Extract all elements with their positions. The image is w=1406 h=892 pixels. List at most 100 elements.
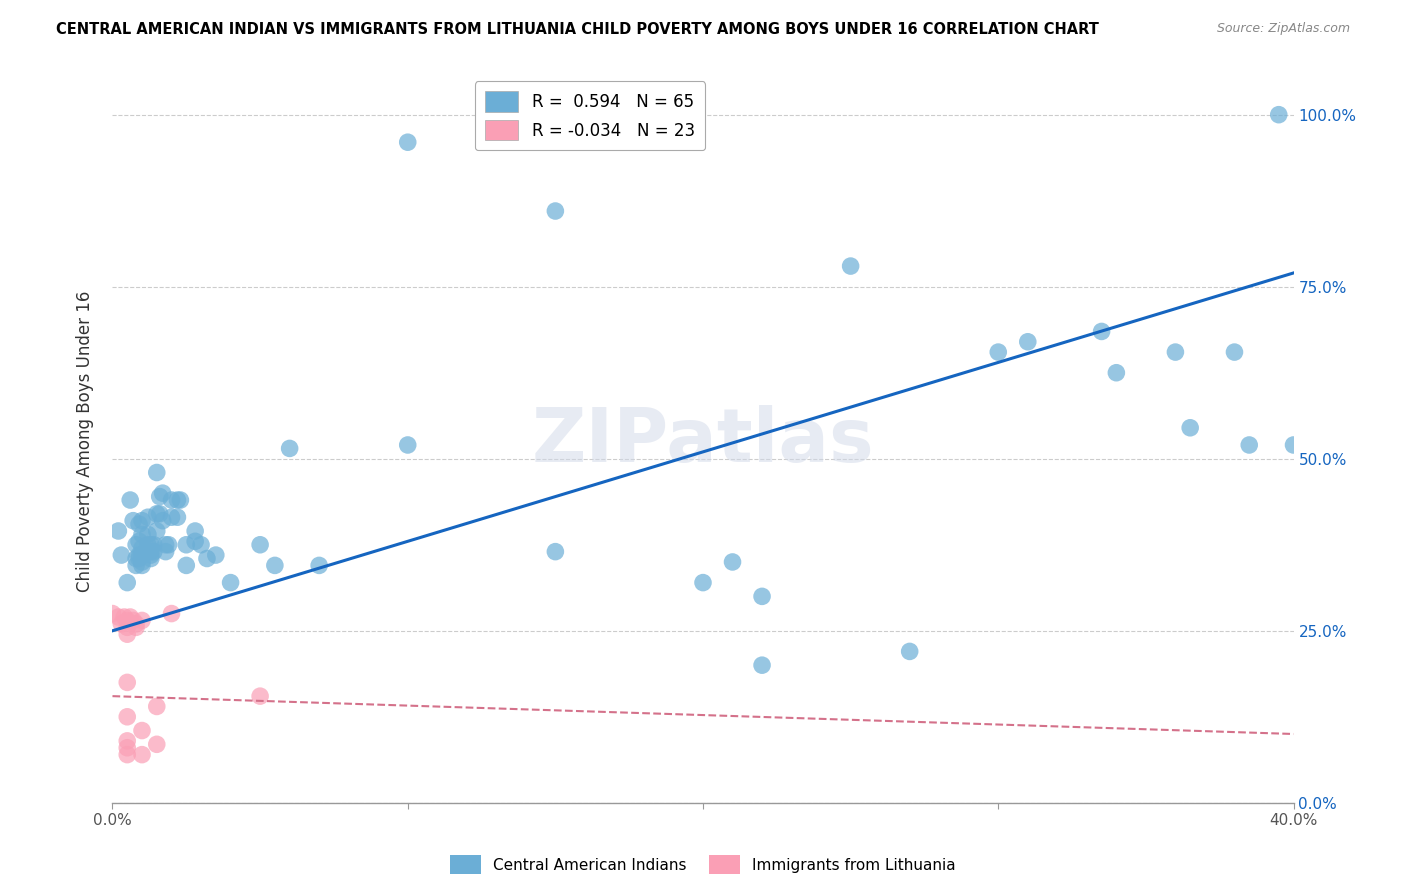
Point [117, 627, 138, 641]
Point [146, 737, 169, 751]
Point [1164, 345, 1187, 359]
Point [898, 644, 921, 658]
Point [122, 514, 145, 528]
Point [117, 740, 138, 755]
Point [160, 493, 183, 508]
Point [128, 551, 150, 566]
Point [149, 507, 172, 521]
Point [131, 723, 153, 738]
Point [139, 544, 162, 558]
Point [987, 345, 1010, 359]
Point [174, 538, 197, 552]
Legend: R =  0.594   N = 65, R = -0.034   N = 23: R = 0.594 N = 65, R = -0.034 N = 23 [475, 81, 704, 151]
Point [122, 614, 145, 628]
Point [1017, 334, 1039, 349]
Point [1268, 108, 1291, 122]
Point [131, 541, 153, 556]
Point [136, 510, 159, 524]
Point [146, 507, 169, 521]
Point [128, 548, 150, 562]
Point [112, 610, 135, 624]
Point [205, 548, 228, 562]
Point [125, 616, 148, 631]
Point [155, 544, 177, 558]
Point [152, 486, 174, 500]
Point [139, 538, 162, 552]
Point [396, 135, 419, 149]
Point [117, 734, 138, 748]
Point [125, 538, 148, 552]
Point [142, 544, 165, 558]
Point [142, 538, 165, 552]
Point [149, 490, 172, 504]
Point [278, 442, 301, 456]
Point [117, 575, 138, 590]
Point [190, 538, 212, 552]
Point [184, 534, 207, 549]
Point [139, 551, 162, 566]
Point [125, 551, 148, 566]
Point [131, 747, 153, 762]
Point [131, 548, 153, 562]
Point [131, 558, 153, 573]
Point [155, 538, 177, 552]
Point [146, 466, 169, 480]
Point [721, 555, 744, 569]
Point [1239, 438, 1261, 452]
Point [219, 575, 242, 590]
Point [751, 658, 773, 673]
Point [166, 493, 188, 508]
Point [839, 259, 862, 273]
Point [1178, 421, 1201, 435]
Point [146, 524, 169, 538]
Point [174, 558, 197, 573]
Point [117, 620, 138, 634]
Point [117, 614, 138, 628]
Point [136, 527, 159, 541]
Legend: Central American Indians, Immigrants from Lithuania: Central American Indians, Immigrants fro… [444, 849, 962, 880]
Point [125, 620, 148, 634]
Point [125, 558, 148, 573]
Point [107, 524, 129, 538]
Text: Source: ZipAtlas.com: Source: ZipAtlas.com [1216, 22, 1350, 36]
Point [1282, 438, 1305, 452]
Point [131, 514, 153, 528]
Point [136, 544, 159, 558]
Point [264, 558, 287, 573]
Point [152, 514, 174, 528]
Text: CENTRAL AMERICAN INDIAN VS IMMIGRANTS FROM LITHUANIA CHILD POVERTY AMONG BOYS UN: CENTRAL AMERICAN INDIAN VS IMMIGRANTS FR… [56, 22, 1099, 37]
Point [139, 548, 162, 562]
Point [128, 534, 150, 549]
Point [146, 699, 169, 714]
Point [249, 689, 271, 703]
Point [160, 607, 183, 621]
Point [396, 438, 419, 452]
Point [160, 510, 183, 524]
Point [120, 610, 142, 624]
Point [128, 517, 150, 532]
Point [110, 616, 132, 631]
Point [136, 538, 159, 552]
Point [544, 204, 567, 219]
Point [249, 538, 271, 552]
Point [131, 527, 153, 541]
Point [117, 747, 138, 762]
Point [751, 590, 773, 604]
Point [544, 544, 567, 558]
Point [110, 548, 132, 562]
Point [107, 610, 129, 624]
Point [1223, 345, 1246, 359]
Point [692, 575, 714, 590]
Point [101, 607, 124, 621]
Point [169, 493, 191, 508]
Point [131, 614, 153, 628]
Point [1105, 366, 1128, 380]
Point [1091, 325, 1114, 339]
Point [308, 558, 330, 573]
Point [195, 551, 218, 566]
Point [166, 510, 188, 524]
Point [184, 524, 207, 538]
Point [117, 710, 138, 724]
Point [117, 675, 138, 690]
Point [157, 538, 180, 552]
